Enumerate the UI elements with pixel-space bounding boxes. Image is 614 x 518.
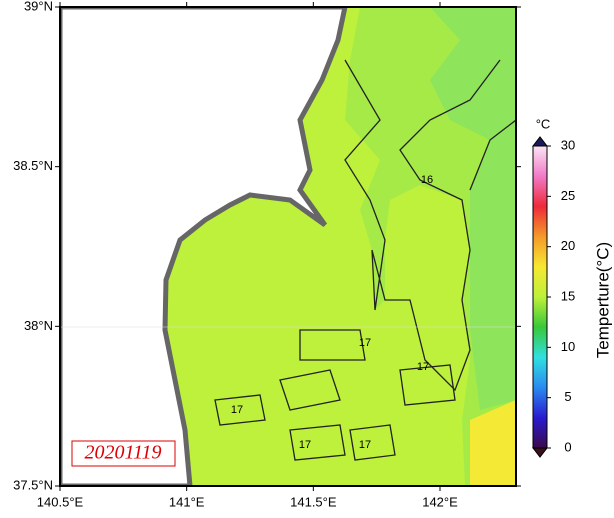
contour-label: 16: [421, 174, 433, 186]
colorbar: [532, 145, 548, 449]
colorbar-tick-label: 5: [564, 389, 571, 404]
x-tick-label: 142°E: [422, 494, 458, 509]
contour-label: 17: [231, 404, 243, 416]
y-tick-label: 39°N: [24, 0, 53, 13]
cool-band: [430, 7, 516, 410]
date-box: [71, 440, 176, 467]
colorbar-tick-label: 10: [561, 339, 575, 354]
colorbar-over: [531, 136, 549, 147]
y-tick-label: 38°N: [24, 318, 53, 333]
contour-label: 17: [417, 361, 429, 373]
colorbar-tick-label: 15: [561, 288, 575, 303]
colorbar-tick-label: 20: [561, 238, 575, 253]
contours: [214, 59, 516, 461]
contour-label: 17: [359, 337, 371, 349]
sea-field: [60, 7, 516, 486]
x-tick-label: 141.5°E: [290, 494, 337, 509]
colorbar-tick-label: 25: [561, 188, 575, 203]
land: [60, 7, 348, 486]
contour-labels: 16 17 17 17 17 17: [231, 174, 433, 451]
x-tick-label: 141°E: [169, 494, 205, 509]
colorbar-tick-label: 0: [564, 439, 571, 454]
y-tick-label: 38.5°N: [13, 158, 53, 173]
date-label: 20201119: [84, 442, 161, 464]
colorbar-unit: °C: [536, 116, 551, 131]
warm-patch: [470, 400, 516, 486]
map-frame: [59, 6, 517, 487]
colorbar-title: Temperture(°C): [593, 242, 612, 358]
y-tick-label: 37.5°N: [13, 477, 53, 492]
x-tick-label: 140.5°E: [37, 494, 84, 509]
contour-label: 17: [359, 439, 371, 451]
colorbar-under: [531, 447, 549, 458]
contour-label: 17: [299, 439, 311, 451]
colorbar-tick-label: 30: [561, 137, 575, 152]
